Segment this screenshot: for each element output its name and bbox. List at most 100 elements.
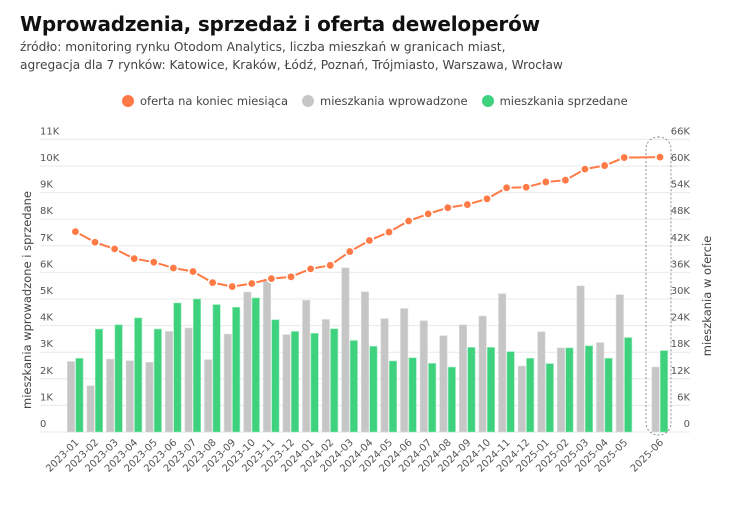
bar-introduced xyxy=(458,324,467,433)
offer-point xyxy=(403,215,414,226)
bar-sold xyxy=(310,333,319,433)
y-tick-label-right: 54K xyxy=(671,180,691,191)
bar-introduced xyxy=(86,385,95,433)
y-tick-label-left: 1K xyxy=(40,392,53,403)
bar-introduced xyxy=(223,333,232,433)
bar-introduced xyxy=(556,347,565,433)
legend-label-offer: oferta na koniec miesiąca xyxy=(140,94,288,108)
y-tick-label-left: 11K xyxy=(40,126,60,137)
y-tick-label-left: 3K xyxy=(40,339,53,350)
chart-subtitle-source: źródło: monitoring rynku Otodom Analytic… xyxy=(20,40,506,54)
bar-sold xyxy=(467,347,476,433)
bar-sold xyxy=(251,297,260,433)
bar-sold xyxy=(584,345,593,433)
bar-sold xyxy=(545,363,554,433)
bar-introduced xyxy=(302,300,311,433)
bar-series xyxy=(67,267,668,433)
bar-sold xyxy=(75,358,84,433)
legend-swatch-sold-icon xyxy=(481,95,494,107)
offer-point xyxy=(599,160,610,171)
y-tick-label-left: 6K xyxy=(40,259,53,270)
legend-item-sold[interactable]: mieszkania sprzedane xyxy=(481,94,628,108)
y-tick-label-right: 42K xyxy=(671,233,691,244)
y-tick-label-right: 36K xyxy=(671,259,691,270)
offer-line xyxy=(74,156,661,288)
chart-legend: oferta na koniec miesiąca mieszkania wpr… xyxy=(122,94,642,108)
bar-introduced xyxy=(596,342,605,433)
y-tick-label-left: 5K xyxy=(40,286,53,297)
offer-point xyxy=(442,202,453,213)
bar-introduced xyxy=(262,280,271,433)
bar-introduced xyxy=(184,327,193,433)
bar-introduced xyxy=(400,308,409,433)
bar-sold xyxy=(232,306,241,433)
offer-point xyxy=(383,227,394,238)
offer-point xyxy=(423,208,434,219)
bar-introduced xyxy=(125,360,134,433)
y-tick-label-left: 10K xyxy=(40,153,60,164)
bar-sold xyxy=(212,304,221,433)
offer-point xyxy=(207,277,218,288)
y-tick-label-right: 24K xyxy=(671,313,691,324)
y-tick-label-right: 0 xyxy=(684,419,690,430)
bar-sold xyxy=(659,350,668,433)
bar-introduced xyxy=(321,319,330,433)
bar-introduced xyxy=(419,320,428,433)
x-axis-labels: 2023-012023-022023-032023-042023-052023-… xyxy=(44,437,666,474)
bar-introduced xyxy=(341,267,350,433)
bar-introduced xyxy=(243,291,252,433)
bar-introduced xyxy=(537,331,546,433)
bar-sold xyxy=(330,328,339,433)
chart-subtitle-markets: agregacja dla 7 rynków: Katowice, Kraków… xyxy=(20,58,563,72)
offer-point xyxy=(325,260,336,271)
offer-point xyxy=(168,262,179,273)
bar-introduced xyxy=(517,365,526,433)
bar-introduced xyxy=(478,315,487,433)
offer-point xyxy=(227,281,238,292)
offer-point xyxy=(285,271,296,282)
y-axis-right-ticks: 0 6K 12K 18K 24K 30K 36K 42K 48K 54K 60K 66K xyxy=(671,126,691,430)
bar-sold xyxy=(506,351,515,433)
bar-sold xyxy=(114,324,123,433)
bar-sold xyxy=(428,363,437,433)
bar-sold xyxy=(486,347,495,433)
bar-introduced xyxy=(439,335,448,433)
y-tick-label-right: 48K xyxy=(671,206,691,217)
y-tick-label-left: 8K xyxy=(40,206,53,217)
offer-point xyxy=(481,193,492,204)
y-tick-label-left: 7K xyxy=(40,233,53,244)
offer-point xyxy=(305,263,316,274)
bar-sold xyxy=(271,319,280,433)
y-tick-label-right: 12K xyxy=(671,366,691,377)
bar-sold xyxy=(447,366,456,433)
offer-point xyxy=(540,176,551,187)
bar-introduced xyxy=(106,358,115,433)
offer-point xyxy=(619,152,630,163)
legend-swatch-offer-icon xyxy=(122,95,134,107)
y-tick-label-right: 6K xyxy=(677,392,690,403)
x-tick-label: 2025-06 xyxy=(629,437,666,474)
bar-introduced xyxy=(360,291,369,433)
bar-sold xyxy=(388,360,397,433)
bar-introduced xyxy=(498,293,507,433)
bar-sold xyxy=(153,328,162,433)
y-axis-right-title: mieszkania w ofercie xyxy=(700,236,714,356)
bar-sold xyxy=(624,337,633,433)
legend-item-offer[interactable]: oferta na koniec miesiąca xyxy=(122,94,288,108)
offer-point xyxy=(266,273,277,284)
y-tick-label-left: 4K xyxy=(40,313,53,324)
offer-point xyxy=(246,278,257,289)
offer-point xyxy=(129,253,140,264)
highlight-box-group xyxy=(645,136,672,436)
legend-label-sold: mieszkania sprzedane xyxy=(499,94,628,108)
offer-point xyxy=(560,175,571,186)
chart-title: Wprowadzenia, sprzedaż i oferta dewelope… xyxy=(20,12,540,36)
bar-sold xyxy=(95,328,104,433)
y-tick-label-right: 30K xyxy=(671,286,691,297)
offer-point xyxy=(109,243,120,254)
offer-point xyxy=(501,182,512,193)
legend-item-introduced[interactable]: mieszkania wprowadzone xyxy=(302,94,468,108)
highlight-box xyxy=(645,136,672,436)
bar-sold xyxy=(290,331,299,433)
